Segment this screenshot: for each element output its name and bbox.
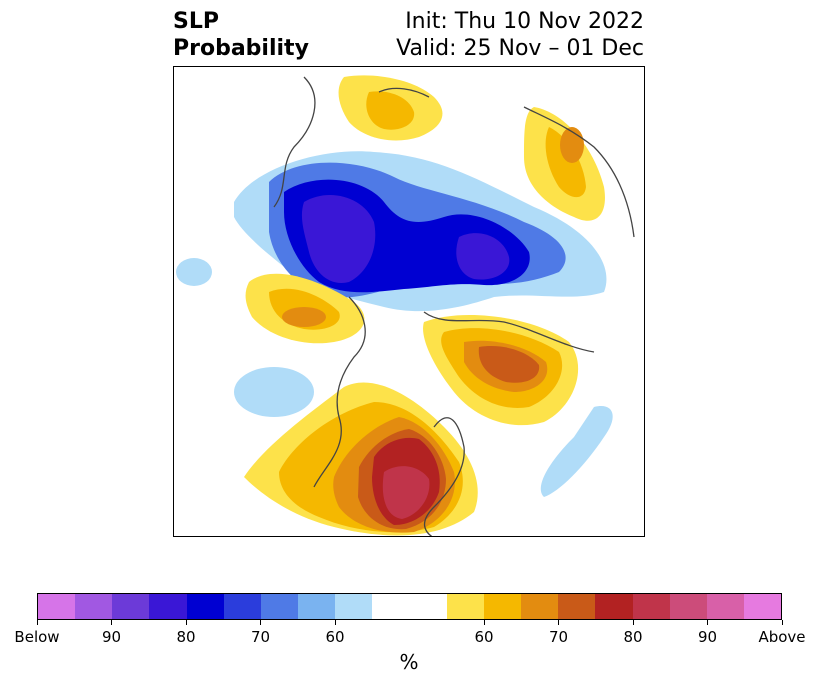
colorbar-tick-label: 90 <box>697 628 718 646</box>
below-normal-region-pacific <box>176 258 212 286</box>
init-date: Init: Thu 10 Nov 2022 <box>405 9 644 34</box>
coastlines <box>273 76 635 536</box>
colorbar-swatch <box>669 594 707 619</box>
colorbar-tick-label: 60 <box>325 628 345 646</box>
colorbar-tick-mark <box>334 620 336 625</box>
colorbar-swatch <box>558 594 596 619</box>
colorbar-swatch <box>260 594 299 619</box>
valid-period: Valid: 25 Nov – 01 Dec <box>396 36 644 61</box>
below-normal-region-90 <box>301 194 376 283</box>
colorbar-tick-mark <box>260 620 261 625</box>
colorbar-swatch <box>149 594 187 619</box>
colorbar-swatch <box>706 594 744 619</box>
colorbar-swatch <box>521 594 559 619</box>
colorbar-swatch <box>75 594 113 619</box>
title-product: Probability <box>173 36 309 61</box>
colorbar-tick-label: 90 <box>101 628 122 646</box>
above-normal-region-arctic-70 <box>366 91 415 130</box>
forecast-dates: Init: Thu 10 Nov 2022 Valid: 25 Nov – 01… <box>396 8 644 62</box>
colorbar-tick-label: 70 <box>548 628 569 646</box>
colorbar-tick-mark <box>36 620 38 625</box>
colorbar-tick-mark <box>111 620 112 625</box>
colorbar-tick-mark <box>483 620 485 625</box>
colorbar-swatch <box>595 594 633 619</box>
colorbar-swatch <box>112 594 150 619</box>
above-normal-region-siberia-70 <box>545 127 586 198</box>
colorbar-swatch <box>298 594 336 619</box>
colorbar-swatch <box>186 594 224 619</box>
colorbar-swatch <box>223 594 261 619</box>
colorbar-tick-label: 70 <box>250 628 271 646</box>
colorbar-swatch <box>409 594 447 619</box>
below-normal-region-atlantic <box>540 406 613 497</box>
below-normal-region-ne-pacific <box>234 367 314 417</box>
colorbar-tick-label: 60 <box>474 628 494 646</box>
colorbar-swatch <box>632 594 670 619</box>
colorbar-tick-label: Below <box>14 628 60 646</box>
below-normal-region-90b <box>456 233 510 280</box>
colorbar-tick-mark <box>632 620 634 625</box>
above-normal-region-greenland-90 <box>478 346 540 383</box>
colorbar-swatch <box>335 594 373 619</box>
colorbar-swatch <box>743 594 782 619</box>
map-canvas <box>176 75 635 536</box>
colorbar-swatch <box>483 594 522 619</box>
colorbar-swatch <box>38 594 76 619</box>
above-normal-region-us-peak <box>382 466 430 519</box>
colorbar-tick-mark <box>707 620 708 625</box>
colorbar-tick-mark <box>185 620 187 625</box>
probability-map <box>173 66 645 537</box>
colorbar-unit: % <box>399 650 419 674</box>
title-variable: SLP <box>173 9 219 34</box>
map-title: SLP Probability <box>173 8 309 62</box>
colorbar-tick-label: 80 <box>176 628 196 646</box>
colorbar-tick-mark <box>558 620 559 625</box>
colorbar-swatch <box>446 594 484 619</box>
probability-colorbar <box>37 593 782 620</box>
colorbar-tick-label: 80 <box>623 628 643 646</box>
colorbar-tick-mark <box>781 620 783 625</box>
colorbar-swatch <box>372 594 410 619</box>
above-normal-region-alaska-80 <box>282 307 326 327</box>
colorbar-tick-label: Above <box>758 628 806 646</box>
